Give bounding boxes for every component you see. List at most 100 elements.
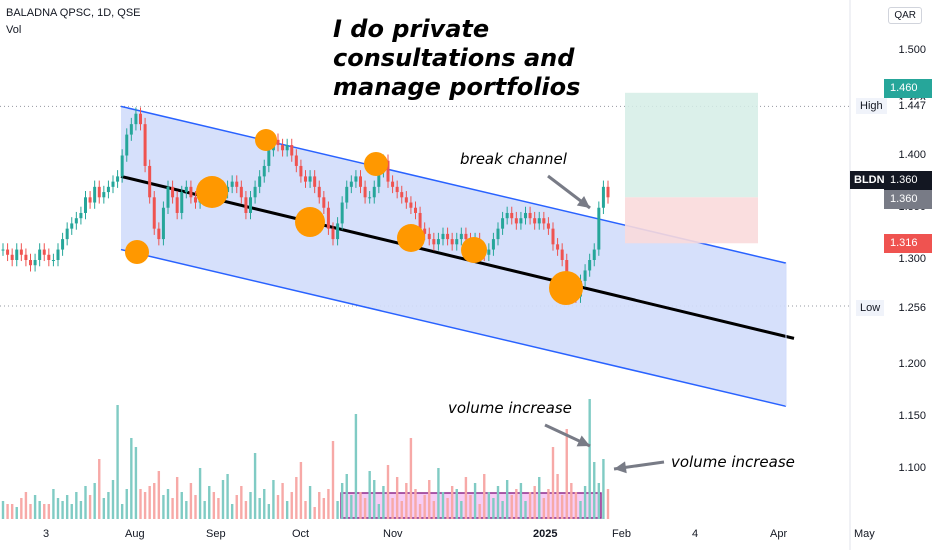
break-channel-note: break channel bbox=[460, 150, 567, 168]
volume-bar bbox=[313, 507, 316, 519]
price-tick-label: 1.500 bbox=[898, 44, 926, 56]
candle-body bbox=[372, 186, 376, 198]
volume-bar bbox=[496, 486, 500, 519]
volume-bar bbox=[400, 501, 403, 519]
low-label: Low bbox=[856, 300, 885, 316]
candle-body bbox=[464, 233, 468, 240]
volume-bar bbox=[272, 480, 275, 519]
candle-body bbox=[326, 207, 330, 229]
symbol-badge[interactable]: BLDN bbox=[850, 171, 889, 189]
volume-bar bbox=[308, 486, 312, 519]
candle-body bbox=[491, 239, 495, 250]
volume-bar bbox=[258, 498, 261, 519]
volume-bar bbox=[1, 501, 5, 519]
candle-body bbox=[514, 218, 518, 224]
volume-bar bbox=[157, 471, 161, 519]
touch-marker bbox=[364, 152, 388, 176]
candle-body bbox=[249, 197, 252, 213]
candle-body bbox=[143, 124, 147, 166]
candle-body bbox=[88, 197, 92, 203]
volume-bar bbox=[203, 501, 206, 519]
regression-channel bbox=[120, 105, 795, 408]
price-tick-label: 1.300 bbox=[898, 253, 926, 265]
candle-body bbox=[106, 186, 110, 193]
candle-body bbox=[363, 186, 367, 198]
candle-body bbox=[180, 192, 184, 213]
volume-bar bbox=[327, 489, 330, 519]
candle-body bbox=[496, 228, 500, 240]
volume-bar bbox=[501, 501, 504, 519]
touch-marker bbox=[125, 240, 149, 264]
candle-body bbox=[501, 218, 505, 229]
volume-bar bbox=[84, 486, 87, 519]
candle-body bbox=[189, 186, 193, 198]
volume-bar bbox=[469, 495, 472, 519]
time-tick-label: Apr bbox=[770, 528, 788, 540]
volume-bar bbox=[175, 477, 179, 519]
volume-bar bbox=[570, 483, 573, 519]
volume-bar bbox=[373, 480, 376, 519]
volume-bar bbox=[368, 471, 371, 519]
volume-bar bbox=[455, 489, 458, 519]
volume-bar bbox=[285, 501, 289, 519]
candle-body bbox=[391, 181, 395, 187]
volume-bar bbox=[281, 483, 284, 519]
volume-bar bbox=[350, 495, 353, 519]
candle-body bbox=[230, 181, 234, 187]
volume-bar bbox=[43, 504, 46, 519]
candle-body bbox=[125, 134, 129, 156]
volume-bar bbox=[70, 504, 73, 519]
candle-body bbox=[97, 186, 101, 198]
volume-bar bbox=[487, 492, 491, 519]
touch-marker bbox=[295, 207, 325, 237]
volume-bar bbox=[363, 498, 367, 519]
volume-bar bbox=[340, 483, 344, 519]
volume-bar bbox=[565, 429, 568, 519]
candle-body bbox=[161, 207, 165, 240]
touch-marker bbox=[196, 176, 228, 208]
time-tick-label: Sep bbox=[206, 528, 226, 540]
volume-bar bbox=[606, 489, 610, 519]
time-tick-label: 2025 bbox=[533, 528, 558, 540]
candle-body bbox=[239, 186, 243, 198]
candle-body bbox=[510, 212, 514, 219]
candle-body bbox=[24, 254, 28, 260]
volume-indicator-label[interactable]: Vol bbox=[6, 24, 22, 36]
candle-body bbox=[533, 218, 537, 224]
volume-bar bbox=[528, 492, 532, 519]
volume-bar bbox=[185, 501, 188, 519]
volume-bar bbox=[29, 504, 32, 519]
volume-bar bbox=[20, 498, 23, 519]
volume-bar bbox=[524, 501, 527, 519]
volume-bar bbox=[38, 501, 41, 519]
volume-bar bbox=[336, 501, 339, 519]
volume-bar bbox=[519, 483, 523, 519]
volume-bar bbox=[221, 480, 225, 519]
candle-body bbox=[427, 233, 431, 240]
volume-bar bbox=[538, 477, 541, 519]
volume-bar bbox=[33, 495, 37, 519]
candle-body bbox=[258, 176, 262, 187]
candle-body bbox=[505, 212, 509, 219]
volume-bar bbox=[579, 501, 582, 519]
candle-body bbox=[395, 186, 399, 193]
volume-bar bbox=[226, 474, 229, 519]
candle-body bbox=[65, 228, 69, 240]
volume-bar bbox=[377, 504, 381, 519]
candle-body bbox=[354, 176, 358, 182]
currency-badge[interactable]: QAR bbox=[888, 7, 922, 24]
candle-body bbox=[565, 260, 569, 281]
candle-body bbox=[129, 124, 133, 135]
volume-bar bbox=[153, 483, 156, 519]
candle-body bbox=[51, 260, 55, 261]
candle-body bbox=[70, 223, 74, 229]
candle-body bbox=[139, 113, 142, 125]
volume-bar bbox=[428, 480, 431, 519]
headline-line-1: I do private bbox=[333, 15, 490, 43]
volume-bar bbox=[473, 483, 477, 519]
ticker-title[interactable]: BALADNA QPSC, 1D, QSE bbox=[6, 7, 141, 19]
candle-body bbox=[340, 202, 344, 224]
channel-midline bbox=[120, 174, 795, 340]
candle-body bbox=[450, 239, 454, 245]
